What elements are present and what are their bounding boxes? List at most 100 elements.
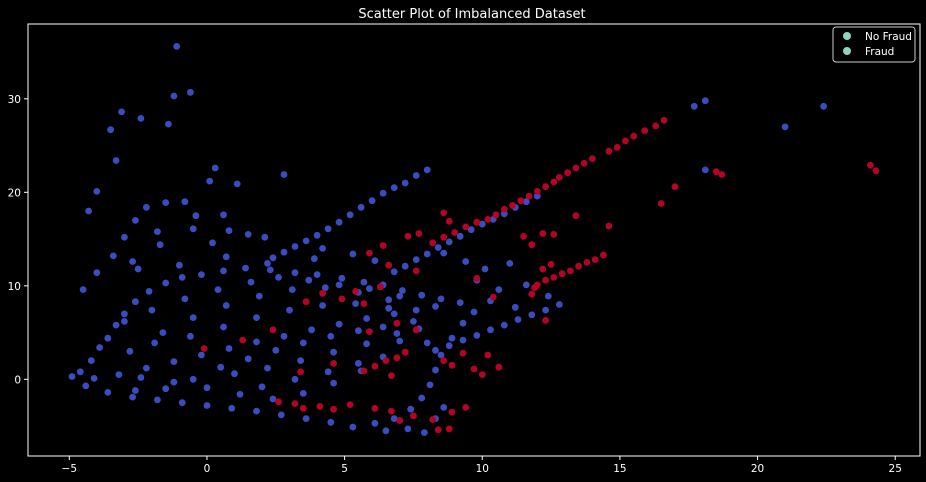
point-no-fraud-71 [225, 227, 233, 235]
legend-label-no-fraud: No Fraud [865, 31, 912, 43]
point-no-fraud-148 [143, 364, 150, 372]
point-no-fraud-186 [305, 276, 313, 284]
point-fraud-2 [641, 127, 649, 134]
point-no-fraud-134 [349, 423, 357, 431]
legend-marker-no-fraud [843, 32, 851, 40]
point-fraud-91 [429, 416, 437, 423]
point-fraud-103 [412, 326, 420, 334]
point-no-fraud-80 [319, 245, 326, 252]
point-no-fraud-11 [192, 212, 200, 220]
point-no-fraud-115 [291, 269, 299, 277]
point-no-fraud-138 [253, 407, 260, 415]
point-no-fraud-64 [382, 427, 390, 435]
point-fraud-17 [509, 202, 516, 209]
point-no-fraud-123 [456, 299, 464, 306]
point-fraud-30 [867, 161, 874, 169]
point-no-fraud-50 [423, 250, 431, 258]
point-no-fraud-156 [363, 315, 370, 322]
point-fraud-71 [371, 362, 379, 370]
point-no-fraud-13 [206, 177, 214, 185]
x-tick-label: −5 [62, 463, 77, 475]
point-no-fraud-102 [87, 357, 95, 364]
point-fraud-34 [550, 231, 558, 238]
point-no-fraud-141 [178, 399, 186, 407]
point-fraud-80 [478, 371, 486, 378]
point-no-fraud-36 [302, 237, 310, 245]
point-no-fraud-8 [93, 188, 101, 195]
point-no-fraud-17 [162, 199, 170, 207]
point-no-fraud-153 [280, 332, 288, 340]
point-fraud-3 [630, 132, 638, 140]
point-no-fraud-7 [112, 157, 120, 164]
point-fraud-55 [445, 217, 453, 225]
point-no-fraud-63 [432, 346, 439, 354]
point-fraud-90 [410, 412, 417, 420]
point-no-fraud-159 [432, 303, 439, 310]
point-no-fraud-57 [514, 316, 522, 323]
point-no-fraud-105 [112, 321, 120, 329]
point-no-fraud-30 [368, 197, 376, 205]
point-fraud-21 [473, 218, 481, 226]
point-fraud-41 [575, 262, 582, 270]
point-no-fraud-16 [143, 203, 150, 211]
chart-title: Scatter Plot of Imbalanced Dataset [358, 7, 585, 22]
point-fraud-87 [371, 404, 379, 412]
point-fraud-58 [379, 242, 387, 250]
point-fraud-56 [415, 230, 423, 237]
point-fraud-24 [440, 233, 448, 241]
point-no-fraud-168 [385, 296, 393, 304]
point-fraud-99 [330, 360, 337, 367]
point-no-fraud-103 [96, 344, 103, 351]
point-no-fraud-86 [176, 261, 183, 269]
point-no-fraud-82 [371, 257, 379, 264]
point-fraud-51 [542, 317, 549, 324]
point-fraud-79 [470, 365, 478, 373]
point-no-fraud-201 [264, 364, 271, 372]
point-fraud-88 [388, 407, 395, 415]
point-fraud-28 [671, 183, 679, 191]
point-fraud-35 [539, 230, 547, 237]
point-fraud-14 [533, 188, 541, 195]
point-no-fraud-124 [470, 308, 478, 316]
point-no-fraud-209 [355, 360, 362, 367]
point-no-fraud-12 [211, 164, 219, 172]
point-no-fraud-47 [456, 232, 464, 240]
point-no-fraud-166 [321, 284, 329, 292]
point-no-fraud-109 [162, 279, 170, 287]
point-no-fraud-28 [390, 184, 398, 192]
point-no-fraud-53 [390, 268, 398, 276]
point-no-fraud-72 [189, 225, 197, 233]
point-no-fraud-107 [132, 298, 139, 306]
point-no-fraud-126 [448, 334, 456, 342]
point-no-fraud-41 [522, 198, 530, 206]
point-fraud-15 [525, 192, 533, 200]
point-no-fraud-48 [445, 238, 453, 246]
y-tick-label: 10 [8, 281, 21, 293]
point-fraud-6 [605, 147, 613, 155]
point-no-fraud-46 [467, 226, 475, 234]
point-no-fraud-25 [423, 166, 431, 174]
point-no-fraud-170 [396, 337, 404, 345]
point-no-fraud-20 [690, 102, 698, 110]
point-no-fraud-215 [327, 332, 335, 340]
point-no-fraud-157 [390, 310, 398, 318]
point-no-fraud-37 [291, 243, 299, 250]
point-no-fraud-45 [478, 220, 486, 228]
point-no-fraud-175 [269, 395, 277, 403]
point-no-fraud-24 [701, 166, 709, 174]
point-no-fraud-81 [349, 250, 357, 258]
point-no-fraud-191 [187, 332, 194, 340]
point-no-fraud-52 [401, 262, 409, 270]
point-fraud-54 [440, 209, 448, 217]
point-fraud-29 [657, 200, 665, 207]
point-fraud-89 [396, 417, 404, 424]
point-no-fraud-202 [297, 357, 304, 364]
legend-label-fraud: Fraud [865, 46, 894, 58]
point-no-fraud-68 [440, 404, 448, 411]
point-fraud-38 [600, 251, 607, 259]
point-no-fraud-21 [701, 97, 709, 105]
point-no-fraud-130 [418, 394, 426, 402]
point-no-fraud-179 [137, 374, 145, 381]
point-no-fraud-54 [555, 301, 563, 308]
